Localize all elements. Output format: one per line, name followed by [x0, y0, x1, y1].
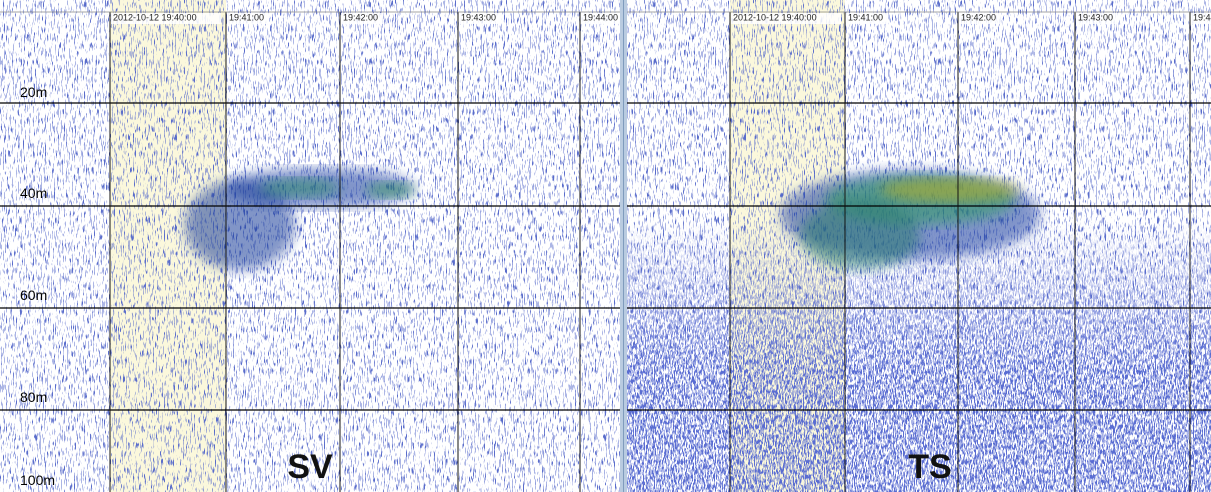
panel-label: TS [908, 448, 951, 486]
depth-label: 100m [20, 472, 55, 488]
time-label: 19:44:00 [583, 12, 618, 22]
panel-label: SV [287, 448, 333, 486]
echogram-panel: 2012-10-12 19:40:00 19:41:00 19:42:00 19:43… [627, 0, 1211, 492]
time-label: 19:42:00 [343, 12, 378, 22]
fish-school [800, 200, 920, 270]
time-label: 19:43:00 [461, 12, 496, 22]
depth-label: 40m [20, 185, 47, 201]
time-label: 2012-10-12 19:40:00 [733, 12, 817, 22]
fish-school [365, 182, 415, 198]
fish-school [260, 178, 340, 198]
time-label: 2012-10-12 19:40:00 [113, 12, 197, 22]
depth-label: 80m [20, 389, 47, 405]
depth-label: 60m [20, 287, 47, 303]
depth-label: 20m [20, 84, 47, 100]
time-label: 19:41:00 [229, 12, 264, 22]
time-label: 19:43:00 [1078, 12, 1113, 22]
time-label: 19:41:00 [848, 12, 883, 22]
echogram-screenshot: 2012-10-12 19:40:00 19:41:00 19:42:00 19:43… [0, 0, 1211, 492]
time-label: 19:42:00 [961, 12, 996, 22]
time-label: 19:44:0 [1193, 12, 1211, 22]
fish-school [880, 178, 1020, 202]
echogram-panel: 2012-10-12 19:40:00 19:41:00 19:42:00 19:43… [0, 0, 623, 492]
echo-noise [0, 0, 620, 492]
